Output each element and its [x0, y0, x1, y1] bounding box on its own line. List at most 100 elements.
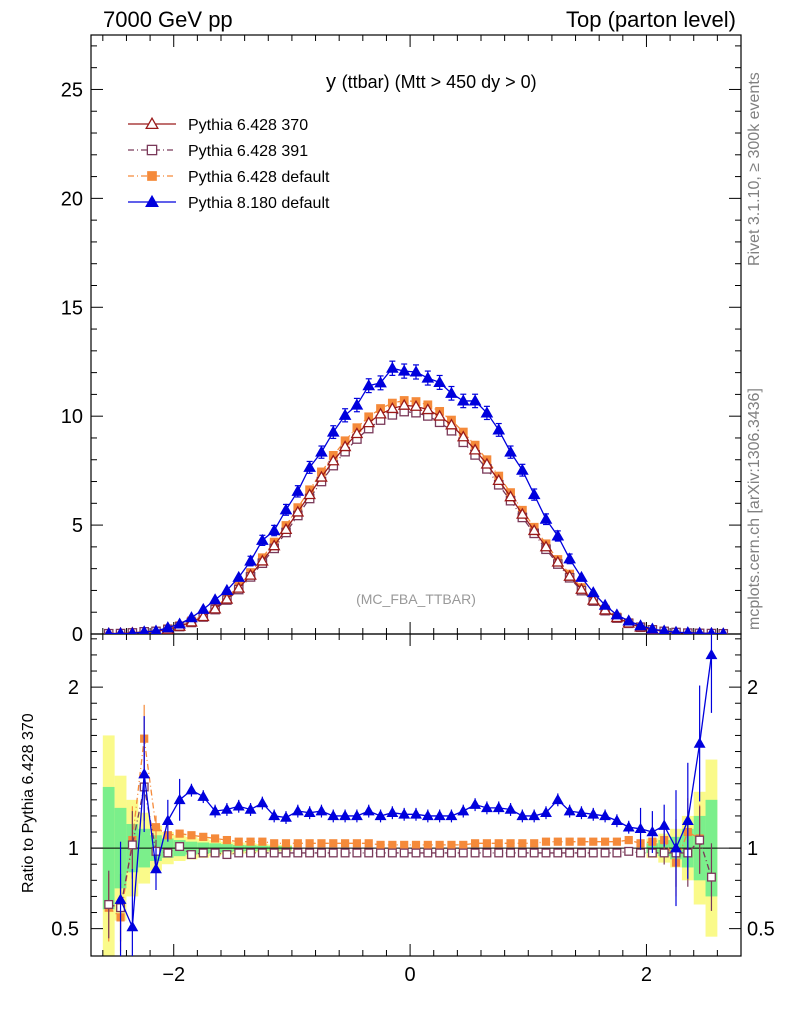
ratio-point-p391: [316, 848, 326, 858]
analysis-watermark: (MC_FBA_TTBAR): [356, 591, 476, 607]
point-p8: [386, 361, 399, 373]
point-p8: [326, 425, 340, 437]
point-p8: [104, 627, 113, 634]
ratio-point-pdef: [210, 834, 220, 843]
point-p8: [256, 533, 269, 545]
point-p8: [116, 627, 125, 634]
point-p8: [504, 445, 517, 457]
ratio-point-p8: [540, 806, 552, 817]
ratio-point-p391: [624, 846, 634, 856]
rivet-version-label: Rivet 3.1.10, ≥ 300k events: [746, 72, 763, 266]
ratio-point-p391: [376, 848, 386, 858]
ratio-point-pdef: [329, 839, 338, 848]
legend-marker: [146, 144, 158, 156]
point-p370: [563, 569, 576, 581]
point-p370: [409, 399, 423, 411]
point-p370: [456, 430, 470, 442]
ratio-point-p391: [364, 848, 374, 858]
point-p8: [516, 463, 529, 475]
ratio-point-p8: [232, 800, 245, 811]
ratio-point-pdef: [435, 840, 444, 850]
ratio-point-p8: [563, 804, 576, 816]
point-p8: [279, 503, 293, 515]
xtick-label: 0: [405, 964, 416, 986]
point-p8: [683, 626, 693, 634]
ratio-point-p391: [553, 848, 563, 858]
main-ytick-label: 15: [61, 297, 83, 319]
point-p8: [267, 524, 281, 536]
ratio-point-pdef: [482, 839, 492, 848]
point-p8: [445, 386, 458, 398]
ratio-point-p391: [222, 850, 232, 860]
point-p8: [622, 614, 636, 626]
point-p8: [244, 554, 257, 566]
ratio-point-p8: [622, 821, 635, 832]
point-p370: [232, 581, 246, 593]
ratio-point-p8: [150, 862, 162, 874]
ratio-point-p8: [445, 809, 458, 821]
ratio-point-p8: [410, 808, 422, 819]
ratio-point-p8: [185, 784, 198, 795]
point-p370: [575, 582, 588, 594]
ratio-point-p391: [576, 848, 586, 858]
point-p8: [527, 488, 541, 500]
legend-marker: [145, 116, 159, 130]
main-ytick-label: 0: [72, 624, 83, 646]
point-p8: [658, 624, 670, 634]
point-p8: [173, 617, 186, 629]
ratio-point-p8: [256, 796, 269, 808]
point-p370: [315, 470, 328, 482]
ratio-point-p391: [458, 848, 468, 858]
main-ytick-label: 5: [72, 515, 83, 537]
point-p370: [326, 454, 340, 466]
ratio-point-p8: [587, 808, 600, 819]
ratio-point-pdef: [470, 839, 480, 848]
ratio-point-p8: [280, 811, 292, 822]
point-p370: [220, 592, 234, 604]
ratio-point-pdef: [388, 840, 397, 850]
ratio-point-p8: [681, 814, 694, 826]
legend-label: Pythia 6.428 370: [188, 117, 308, 134]
point-p8: [456, 394, 470, 406]
ratio-point-p391: [423, 848, 433, 858]
ratio-point-p8: [457, 804, 470, 816]
ratio-point-pdef: [494, 839, 503, 848]
point-p370: [350, 427, 364, 439]
ratio-line-p8: [119, 654, 713, 928]
ratio-point-p8: [516, 809, 529, 821]
main-ytick-label: 10: [61, 406, 83, 428]
point-p8: [315, 445, 328, 457]
mcplots-reference-label: mcplots.cern.ch [arXiv:1306.3436]: [746, 388, 763, 630]
ratio-point-p391: [517, 848, 527, 858]
chart-title: y (ttbar) (Mtt > 450 dy > 0): [326, 71, 537, 93]
point-p370: [208, 602, 222, 614]
ratio-point-p391: [186, 850, 196, 860]
ratio-point-pdef: [411, 840, 421, 850]
ratio-point-p391: [446, 848, 456, 858]
ratio-point-p391: [470, 848, 480, 858]
ratio-point-pdef: [151, 823, 161, 832]
ratio-point-pdef: [400, 840, 409, 850]
point-p370: [480, 457, 494, 469]
ratio-point-p8: [575, 806, 588, 817]
point-p8: [646, 622, 659, 634]
ratio-point-p8: [705, 648, 718, 660]
ratio-point-p8: [658, 819, 671, 830]
ratio-point-p8: [327, 809, 340, 821]
legend-marker: [147, 171, 157, 181]
point-p8: [671, 625, 681, 634]
point-p8: [421, 371, 435, 383]
legend-label: Pythia 8.180 default: [188, 195, 330, 212]
ratio-series-p8: [114, 634, 718, 956]
ratio-point-p8: [303, 806, 316, 817]
ratio-point-p391: [506, 848, 516, 858]
ratio-point-p8: [480, 801, 493, 813]
ratio-point-p391: [293, 848, 303, 858]
ratio-point-p391: [257, 848, 267, 858]
ratio-point-p391: [175, 842, 185, 852]
point-p370: [397, 398, 411, 410]
ratio-point-p391: [482, 848, 492, 858]
ratio-point-pdef: [222, 835, 232, 845]
ratio-point-pdef: [624, 835, 633, 845]
